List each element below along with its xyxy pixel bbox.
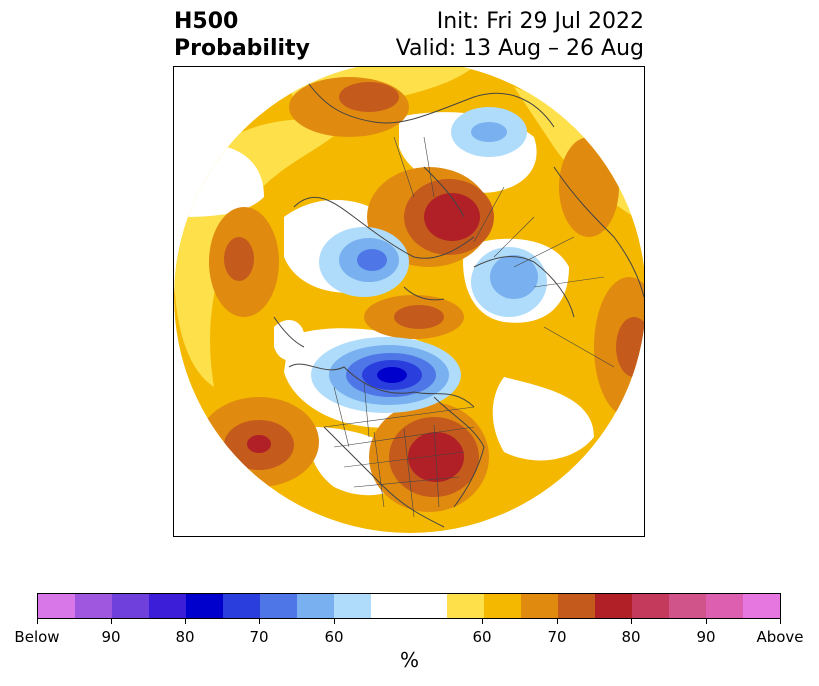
- colorbar-tick-mark: [185, 619, 186, 624]
- chart-dates: Init: Fri 29 Jul 2022 Valid: 13 Aug – 26…: [396, 8, 644, 62]
- colorbar-segment: [742, 594, 780, 618]
- colorbar-tick-mark: [259, 619, 260, 624]
- colorbar-segment: [371, 594, 447, 618]
- colorbar-unit-label: %: [399, 648, 419, 672]
- init-date: Init: Fri 29 Jul 2022: [436, 9, 644, 34]
- above-75-gulf-alaska: [224, 237, 254, 281]
- colorbar-segment: [594, 594, 632, 618]
- below-60-barents: [490, 255, 538, 299]
- below-60-scandinavia: [471, 122, 507, 142]
- colorbar-segment: [557, 594, 595, 618]
- borders: [323, 136, 615, 518]
- colorbar-segment: [446, 594, 484, 618]
- colorbar-tick-label: Above: [756, 628, 804, 646]
- colorbar-tick-mark: [780, 619, 781, 624]
- colorbar-tick-label: 60: [472, 628, 492, 646]
- colorbar-segment: [186, 594, 224, 618]
- polar-map-svg: [174, 67, 644, 533]
- above-75-north: [339, 82, 399, 112]
- colorbar-tick-label: 70: [547, 628, 567, 646]
- colorbar-segment: [223, 594, 261, 618]
- title-type: Probability: [174, 36, 310, 61]
- colorbar-tick-label: 60: [324, 628, 344, 646]
- colorbar-tick-mark: [37, 619, 38, 624]
- colorbar-tick-mark: [631, 619, 632, 624]
- colorbar-tick-label: 80: [175, 628, 195, 646]
- colorbar-segment: [631, 594, 669, 618]
- colorbar-segment: [75, 594, 113, 618]
- neutral-pacific-coast: [274, 319, 305, 361]
- colorbar-tick-label: 90: [101, 628, 121, 646]
- probability-map: [173, 66, 645, 537]
- colorbar-tick-label: 90: [696, 628, 716, 646]
- colorbar-segment: [260, 594, 298, 618]
- colorbar-segment: [705, 594, 743, 618]
- above-75-arctic: [394, 305, 444, 329]
- colorbar-segment: [112, 594, 150, 618]
- title-variable: H500: [174, 9, 239, 34]
- coastlines: [273, 76, 644, 528]
- colorbar-tick-label: Below: [14, 628, 60, 646]
- colorbar-tick-mark: [706, 619, 707, 624]
- chart-title: H500 Probability: [174, 8, 310, 62]
- colorbar-segment: [334, 594, 372, 618]
- valid-range: Valid: 13 Aug – 26 Aug: [395, 36, 644, 61]
- below-75-hudson: [377, 367, 407, 383]
- colorbar-tick-labels: Below 90 80 70 60 60 70 80 90 Above: [0, 628, 819, 648]
- colorbar-segment: [483, 594, 521, 618]
- colorbar-tick-mark: [111, 619, 112, 624]
- colorbar-segment: [520, 594, 558, 618]
- colorbar-segment: [668, 594, 706, 618]
- neutral-atlantic: [492, 377, 594, 461]
- below-65-alaska: [357, 249, 387, 271]
- colorbar-tick-label: 80: [621, 628, 641, 646]
- above-80-north-pacific: [247, 435, 271, 453]
- above-80-siberia: [424, 193, 480, 241]
- colorbar-tick-mark: [557, 619, 558, 624]
- colorbar-tick-mark: [334, 619, 335, 624]
- colorbar: [37, 593, 781, 619]
- colorbar-segment: [38, 594, 76, 618]
- colorbar-segment: [297, 594, 335, 618]
- colorbar-segment: [149, 594, 187, 618]
- colorbar-tick-label: 70: [249, 628, 269, 646]
- colorbar-tick-mark: [482, 619, 483, 624]
